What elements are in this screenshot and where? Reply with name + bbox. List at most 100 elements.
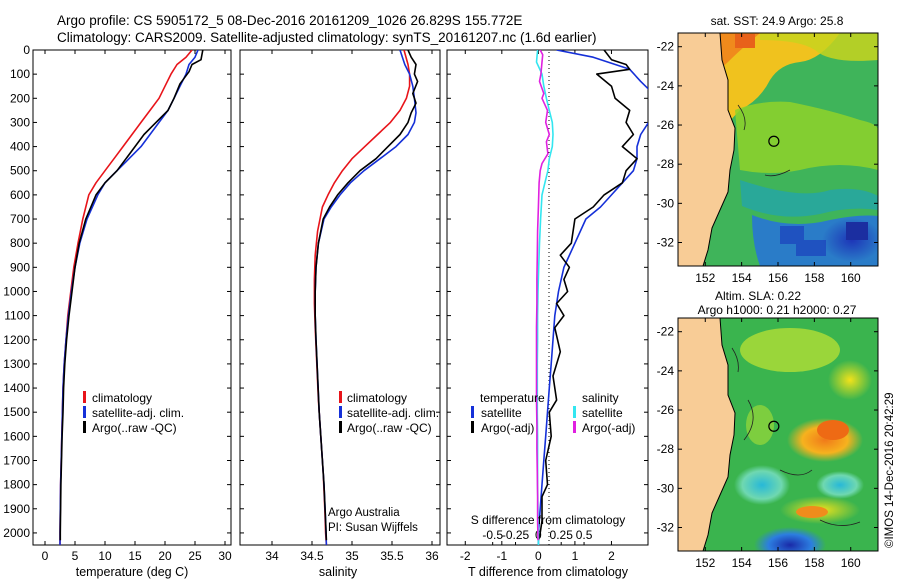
- t-difference-label: T difference from climatology: [468, 565, 629, 579]
- lat-tick-label: -24: [657, 364, 675, 378]
- depth-tick-label: 100: [10, 67, 30, 81]
- sst-map-ticks: 152 154 156 158 160 -22 -24 -26 -28 -30 -32: [657, 33, 878, 285]
- sla-map-title-line1: Altim. SLA: 0.22: [715, 289, 801, 303]
- depth-tick-label: 1700: [3, 453, 30, 467]
- lon-tick-label: 154: [732, 556, 752, 570]
- sst-map-panel: sat. SST: 24.9 Argo: 25.8 152 154 156 158 16…: [657, 14, 879, 285]
- sst-map-image: [678, 33, 878, 266]
- sla-map-panel: Altim. SLA: 0.22 Argo h1000: 0.21 h2000:…: [657, 289, 879, 570]
- x-tick-label: 15: [128, 549, 142, 563]
- lon-tick-label: 158: [804, 556, 824, 570]
- lon-tick-label: 158: [804, 271, 824, 285]
- difference-axes-box: [446, 49, 649, 546]
- x-tick-label: 20: [158, 549, 172, 563]
- legend-label-satellite: satellite-adj. clim.: [347, 406, 439, 420]
- lat-tick-label: -32: [657, 236, 675, 250]
- temperature-panel: 0100200300400500600700800900100011001200…: [3, 43, 232, 579]
- lat-tick-label: -32: [657, 521, 675, 535]
- sla-map-image: [678, 318, 878, 551]
- temperature-legend: climatology satellite-adj. clim. Argo(..…: [83, 391, 184, 435]
- legend-label-climatology: climatology: [92, 391, 152, 405]
- lat-tick-label: -26: [657, 403, 675, 417]
- depth-tick-label: 200: [10, 91, 30, 105]
- s-tick-label: -0.25: [502, 528, 530, 542]
- difference-depth-ticks: [447, 49, 648, 534]
- legend-swatch-t-argo: [471, 421, 474, 433]
- x-tick-label: 5: [72, 549, 79, 563]
- salinity-lines: [313, 50, 419, 545]
- figure-title-line1: Argo profile: CS 5905172_5 08-Dec-2016 2…: [57, 13, 522, 28]
- temperature-lines: [59, 50, 204, 545]
- difference-panel: -2 -1 0 1 2 -0.5-0.25 0 0.25 0.5 temperature sa…: [446, 49, 649, 579]
- salinity-x-ticks: 34 34.5 35 35.5 36: [265, 50, 439, 563]
- lat-tick-label: -24: [657, 79, 675, 93]
- salinity-legend: climatology satellite-adj. clim. Argo(..…: [339, 391, 439, 435]
- lat-tick-label: -30: [657, 196, 675, 210]
- sla-map-ticks: 152 154 156 158 160 -22 -24 -26 -28 -30 -32: [657, 318, 878, 570]
- legend-swatch-argo: [83, 421, 86, 433]
- legend-swatch-s-argo: [573, 421, 576, 433]
- legend-label-argo: Argo(..raw -QC): [347, 421, 432, 435]
- depth-tick-label: 700: [10, 212, 30, 226]
- lat-tick-label: -28: [657, 157, 675, 171]
- legend-swatch-satellite: [339, 406, 342, 418]
- s-tick-label: 0.5: [576, 528, 593, 542]
- series-line-t-argo: [537, 50, 638, 541]
- legend-label-t-argo: Argo(-adj): [481, 421, 534, 435]
- legend-swatch-t-satellite: [471, 406, 474, 418]
- series-line-t-satellite: [537, 50, 648, 545]
- x-tick-label: 25: [188, 549, 202, 563]
- x-tick-label: 34: [265, 549, 279, 563]
- legend-swatch-climatology: [83, 391, 86, 403]
- legend-label-t-satellite: satellite: [481, 406, 522, 420]
- x-tick-label: 0: [535, 549, 542, 563]
- s-difference-label: S difference from climatology: [471, 513, 626, 527]
- temperature-x-ticks: 0 5 10 15 20 25 30: [42, 50, 232, 563]
- legend-title-temperature: temperature: [480, 391, 545, 405]
- salinity-xlabel: salinity: [319, 565, 358, 579]
- series-line-s-argo: [535, 50, 551, 541]
- temperature-xlabel: temperature (deg C): [76, 565, 189, 579]
- depth-tick-label: 1900: [3, 502, 30, 516]
- x-tick-label: 30: [218, 549, 232, 563]
- depth-tick-label: 500: [10, 164, 30, 178]
- figure-title-line2: Climatology: CARS2009. Satellite-adjuste…: [57, 30, 597, 45]
- depth-tick-label: 300: [10, 115, 30, 129]
- difference-legend: temperature satellite Argo(-adj) salinit…: [471, 391, 635, 435]
- legend-title-salinity: salinity: [582, 391, 619, 405]
- x-tick-label: 34.5: [300, 549, 324, 563]
- x-tick-label: -1: [496, 549, 507, 563]
- legend-swatch-satellite: [83, 406, 86, 418]
- depth-tick-label: 2000: [3, 526, 30, 540]
- salinity-annotation-line1: Argo Australia: [328, 507, 400, 519]
- depth-tick-label: 600: [10, 188, 30, 202]
- salinity-axes-box: [239, 49, 441, 546]
- legend-swatch-climatology: [339, 391, 342, 403]
- difference-lines: [535, 50, 648, 545]
- lon-tick-label: 152: [695, 556, 715, 570]
- lat-tick-label: -28: [657, 442, 675, 456]
- lon-tick-label: 156: [768, 556, 788, 570]
- sst-map-title: sat. SST: 24.9 Argo: 25.8: [711, 14, 844, 28]
- argo-float-marker: [768, 135, 780, 147]
- lon-tick-label: 154: [732, 271, 752, 285]
- depth-tick-label: 1100: [4, 309, 30, 323]
- legend-label-satellite: satellite-adj. clim.: [92, 406, 184, 420]
- depth-tick-label: 0: [23, 43, 30, 57]
- legend-swatch-argo: [339, 421, 342, 433]
- x-tick-label: 1: [572, 549, 579, 563]
- series-line-argo: [59, 50, 204, 541]
- x-tick-label: 35.5: [380, 549, 404, 563]
- salinity-depth-ticks: [240, 49, 440, 534]
- x-tick-label: 0: [42, 549, 49, 563]
- depth-tick-label: 1200: [3, 333, 30, 347]
- x-tick-label: 36: [425, 549, 439, 563]
- lon-tick-label: 156: [768, 271, 788, 285]
- depth-tick-label: 1500: [3, 405, 30, 419]
- lat-tick-label: -22: [657, 325, 675, 339]
- lat-tick-label: -26: [657, 118, 675, 132]
- imos-watermark: ©IMOS 14-Dec-2016 20:42:29: [884, 392, 896, 548]
- legend-label-climatology: climatology: [347, 391, 407, 405]
- depth-tick-label: 400: [10, 140, 30, 154]
- x-tick-label: 10: [98, 549, 112, 563]
